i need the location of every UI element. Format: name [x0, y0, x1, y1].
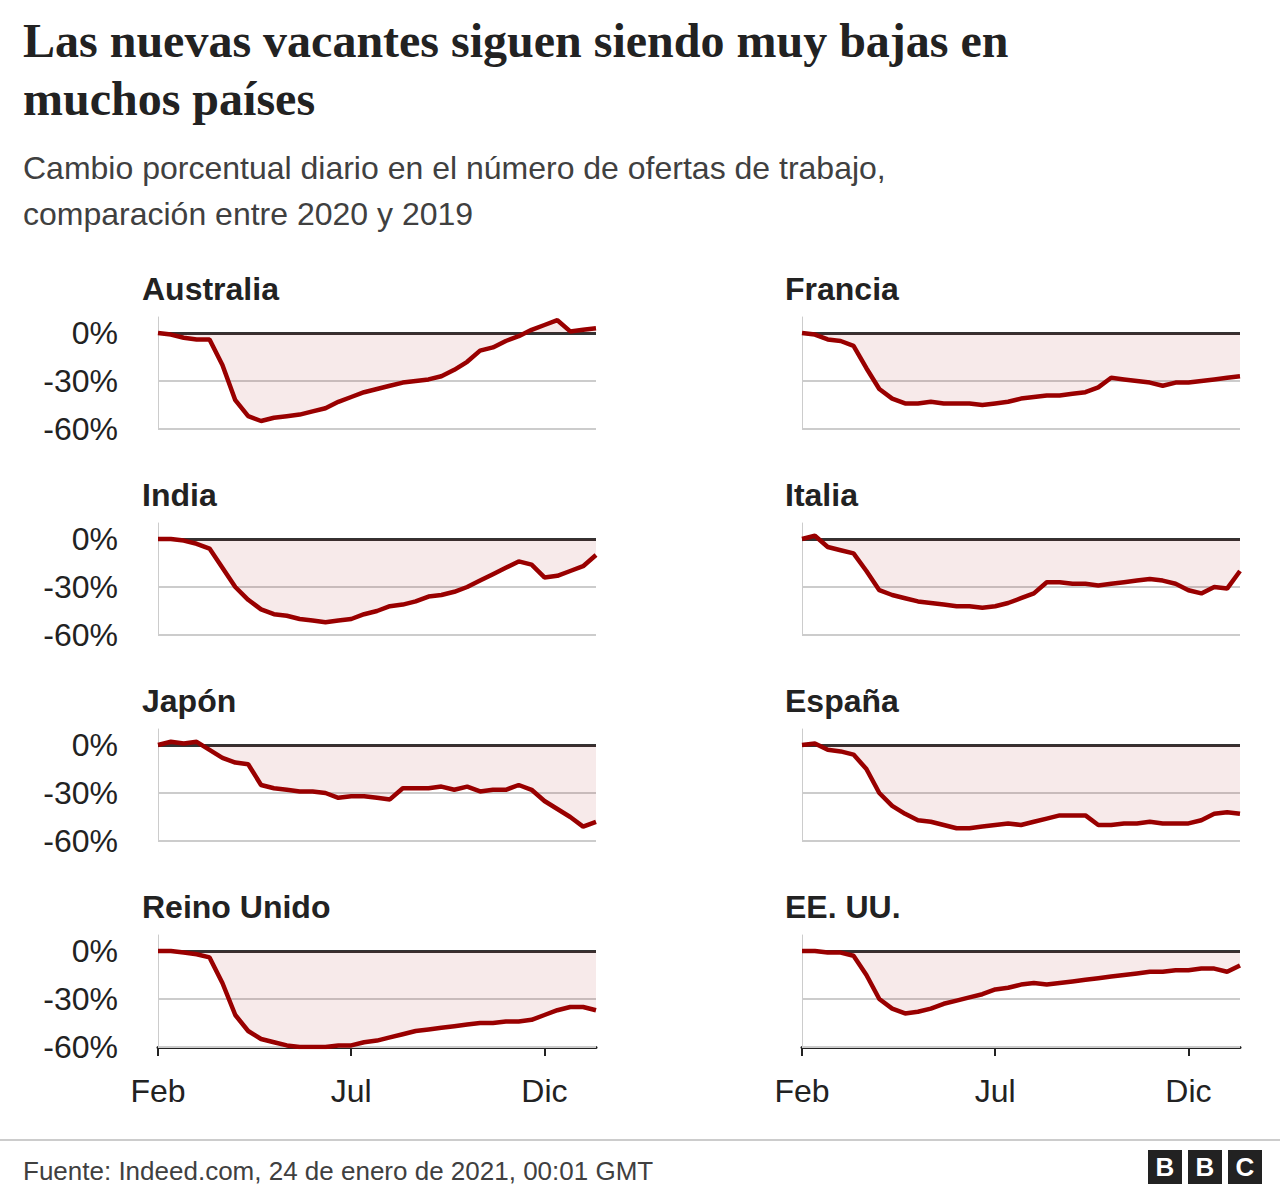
svg-text:Dic: Dic	[1165, 1073, 1211, 1109]
svg-text:B: B	[1196, 1152, 1215, 1182]
svg-text:Jul: Jul	[975, 1073, 1016, 1109]
svg-text:Australia: Australia	[142, 271, 279, 307]
svg-text:Jul: Jul	[331, 1073, 372, 1109]
svg-text:-30%: -30%	[43, 569, 118, 605]
svg-text:0%: 0%	[72, 933, 118, 969]
svg-text:B: B	[1156, 1152, 1175, 1182]
svg-text:comparación entre 2020 y 2019: comparación entre 2020 y 2019	[23, 196, 473, 232]
svg-text:España: España	[785, 683, 899, 719]
svg-text:Reino Unido: Reino Unido	[142, 889, 330, 925]
svg-text:-60%: -60%	[43, 1029, 118, 1065]
svg-text:Japón: Japón	[142, 683, 236, 719]
svg-text:0%: 0%	[72, 315, 118, 351]
svg-text:Dic: Dic	[521, 1073, 567, 1109]
svg-text:-60%: -60%	[43, 823, 118, 859]
svg-text:Italia: Italia	[785, 477, 858, 513]
svg-text:EE. UU.: EE. UU.	[785, 889, 901, 925]
svg-text:Feb: Feb	[130, 1073, 185, 1109]
svg-text:Francia: Francia	[785, 271, 899, 307]
svg-text:-60%: -60%	[43, 617, 118, 653]
svg-text:Cambio porcentual diario en el: Cambio porcentual diario en el número de…	[23, 150, 895, 186]
svg-text:0%: 0%	[72, 727, 118, 763]
svg-text:-30%: -30%	[43, 775, 118, 811]
svg-text:muchos países: muchos países	[23, 72, 315, 125]
svg-text:Las nuevas vacantes siguen sie: Las nuevas vacantes siguen siendo muy ba…	[23, 14, 1021, 67]
svg-text:-30%: -30%	[43, 981, 118, 1017]
svg-text:India: India	[142, 477, 217, 513]
svg-text:Feb: Feb	[774, 1073, 829, 1109]
svg-text:-60%: -60%	[43, 411, 118, 447]
svg-text:Fuente: Indeed.com, 24 de ener: Fuente: Indeed.com, 24 de enero de 2021,…	[23, 1156, 653, 1186]
svg-text:-30%: -30%	[43, 363, 118, 399]
svg-text:C: C	[1236, 1152, 1255, 1182]
svg-text:0%: 0%	[72, 521, 118, 557]
